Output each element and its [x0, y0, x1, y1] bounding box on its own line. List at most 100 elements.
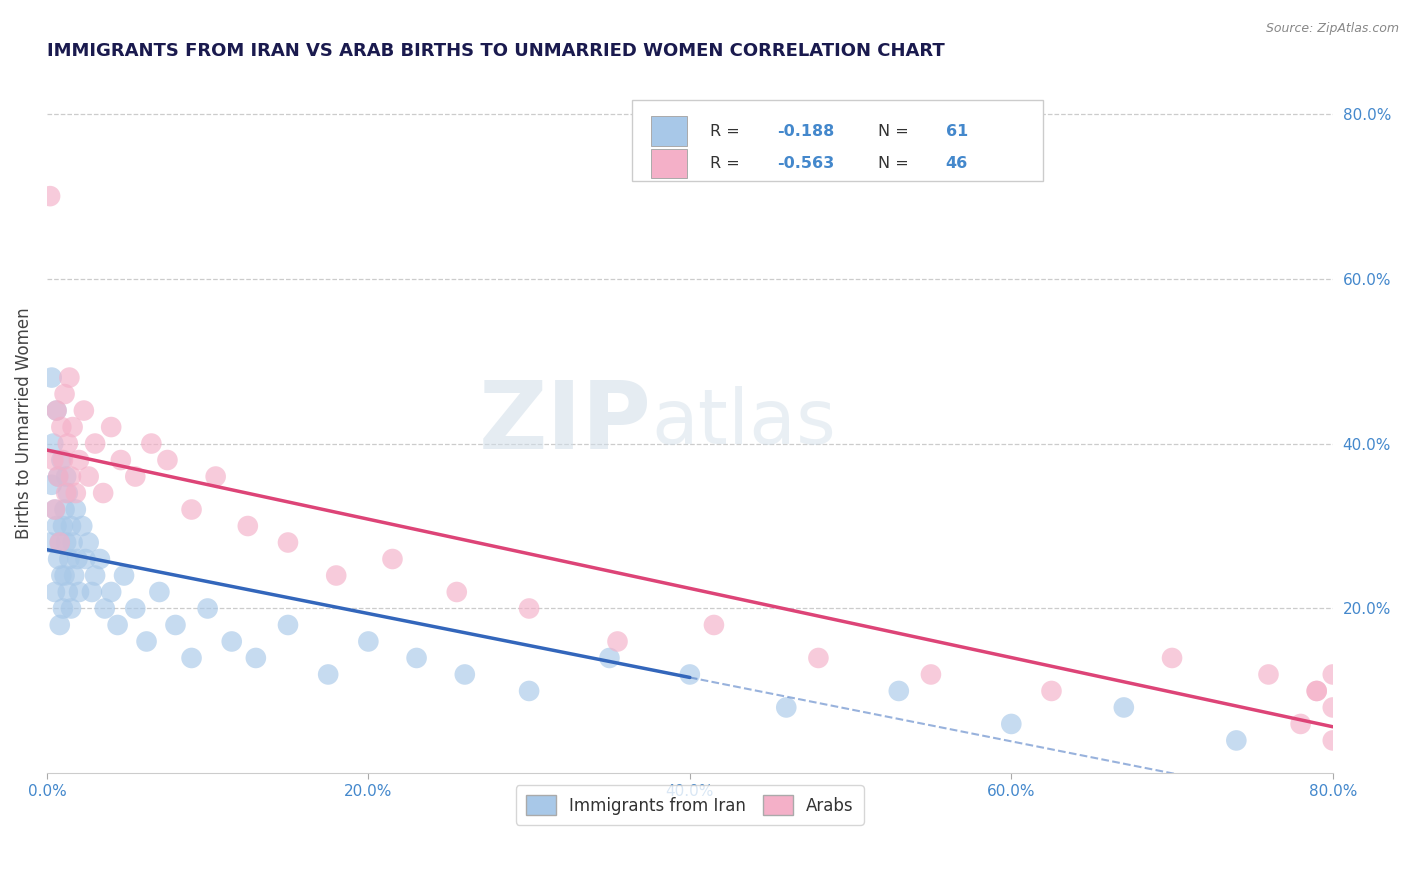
Point [73, 403, 96, 417]
Text: atlas: atlas [651, 386, 837, 460]
Point [405, 651, 427, 665]
Point [807, 651, 830, 665]
Point [53, 568, 76, 582]
Point [55, 486, 77, 500]
Point [446, 585, 468, 599]
FancyBboxPatch shape [651, 116, 688, 145]
Point [1305, 684, 1327, 698]
Point [91, 486, 114, 500]
Point [381, 552, 404, 566]
Point [1225, 733, 1247, 747]
Point [775, 700, 797, 714]
Point [316, 667, 339, 681]
Point [51, 568, 73, 582]
Point [277, 618, 299, 632]
Point [1322, 733, 1344, 747]
Point [45, 403, 67, 417]
Point [70, 519, 93, 533]
Text: R =: R = [710, 124, 745, 138]
Point [52, 519, 75, 533]
Point [44, 502, 66, 516]
Text: -0.563: -0.563 [778, 156, 835, 171]
Point [59, 469, 82, 483]
Point [920, 667, 942, 681]
Point [45, 519, 67, 533]
FancyBboxPatch shape [631, 101, 1043, 181]
Text: -0.188: -0.188 [778, 124, 835, 138]
Point [52, 601, 75, 615]
Point [58, 552, 80, 566]
Point [41, 370, 63, 384]
Point [141, 436, 163, 450]
Point [1161, 651, 1184, 665]
Point [67, 585, 90, 599]
Point [277, 535, 299, 549]
Text: ZIP: ZIP [478, 377, 651, 469]
Point [52, 453, 75, 467]
Point [39, 189, 62, 203]
Point [703, 618, 725, 632]
Point [100, 585, 122, 599]
Point [65, 486, 87, 500]
Point [1322, 700, 1344, 714]
Point [1322, 667, 1344, 681]
Point [44, 502, 66, 516]
Point [56, 486, 79, 500]
Point [51, 453, 73, 467]
Point [48, 535, 70, 549]
Text: N =: N = [877, 124, 914, 138]
Point [59, 601, 82, 615]
Point [63, 568, 86, 582]
Point [62, 420, 84, 434]
Text: Source: ZipAtlas.com: Source: ZipAtlas.com [1265, 22, 1399, 36]
Point [51, 420, 73, 434]
Point [156, 453, 179, 467]
Point [56, 585, 79, 599]
Point [454, 667, 477, 681]
Y-axis label: Births to Unmarried Women: Births to Unmarried Women [15, 307, 32, 539]
Point [1305, 684, 1327, 698]
Point [124, 601, 146, 615]
Point [1040, 684, 1063, 698]
Point [67, 453, 90, 467]
Point [357, 634, 380, 648]
Point [46, 469, 69, 483]
Point [48, 618, 70, 632]
Point [679, 667, 702, 681]
Point [236, 519, 259, 533]
Point [42, 453, 65, 467]
Text: R =: R = [710, 156, 745, 171]
Point [887, 684, 910, 698]
Point [42, 436, 65, 450]
Point [135, 634, 157, 648]
Point [89, 552, 111, 566]
Point [1000, 717, 1022, 731]
Point [65, 502, 87, 516]
Point [245, 651, 267, 665]
Point [77, 535, 100, 549]
Point [148, 585, 170, 599]
Point [59, 519, 82, 533]
Point [58, 370, 80, 384]
Point [45, 403, 67, 417]
Point [1289, 717, 1312, 731]
Point [80, 585, 103, 599]
Text: 61: 61 [946, 124, 967, 138]
Point [62, 535, 84, 549]
Point [41, 477, 63, 491]
Point [517, 684, 540, 698]
Point [110, 453, 132, 467]
Point [165, 618, 187, 632]
Point [53, 387, 76, 401]
Point [1112, 700, 1135, 714]
Point [48, 535, 70, 549]
Point [75, 552, 97, 566]
Text: IMMIGRANTS FROM IRAN VS ARAB BIRTHS TO UNMARRIED WOMEN CORRELATION CHART: IMMIGRANTS FROM IRAN VS ARAB BIRTHS TO U… [46, 42, 945, 60]
Legend: Immigrants from Iran, Arabs: Immigrants from Iran, Arabs [516, 786, 863, 825]
Point [517, 601, 540, 615]
Point [180, 651, 202, 665]
Point [100, 420, 122, 434]
Point [1257, 667, 1279, 681]
Point [46, 552, 69, 566]
Point [66, 552, 89, 566]
